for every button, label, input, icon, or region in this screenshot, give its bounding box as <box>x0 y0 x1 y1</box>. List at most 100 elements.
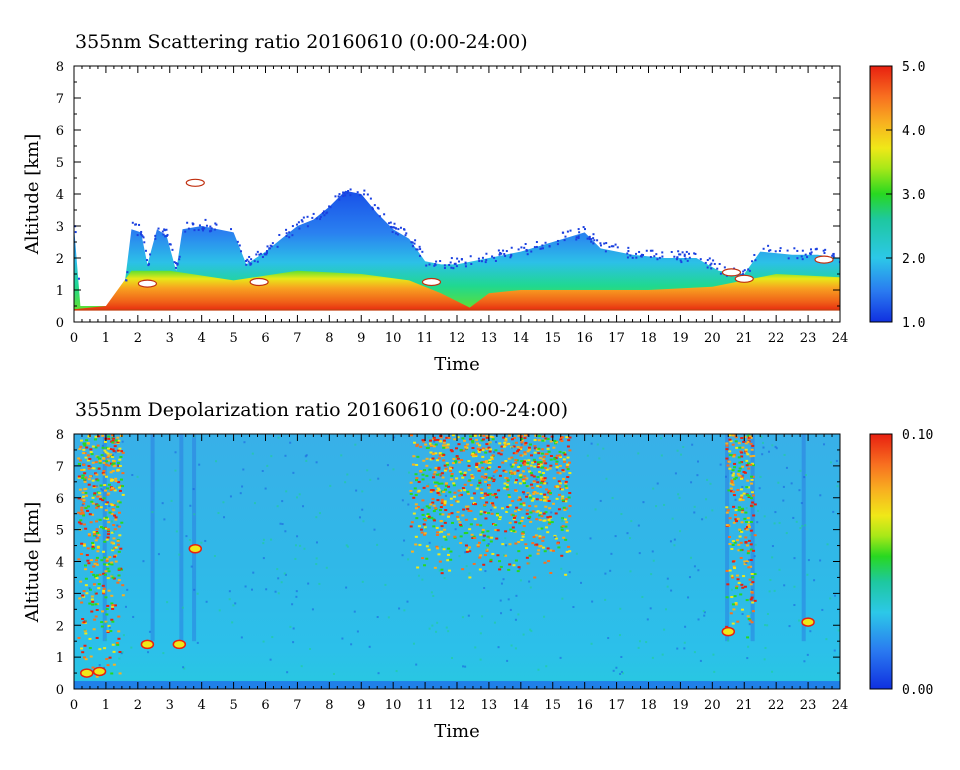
depol-speck <box>541 472 545 475</box>
noise-speck <box>650 573 653 576</box>
depol-speck <box>87 562 91 565</box>
noise-speck <box>676 647 679 650</box>
depol-speck <box>109 479 113 482</box>
depol-speck <box>728 569 732 572</box>
depol-speck <box>77 475 81 478</box>
depol-speck <box>417 489 421 492</box>
noise-speck <box>575 238 578 241</box>
depol-speck <box>537 447 541 450</box>
depol-speck <box>80 542 84 545</box>
depol-speck <box>83 488 87 491</box>
depol-speck <box>537 439 541 442</box>
depol-speck <box>82 590 86 593</box>
x-tick-label: 16 <box>576 331 593 346</box>
depol-speck <box>467 492 471 495</box>
noise-speck <box>825 638 828 641</box>
depol-speck <box>520 439 524 442</box>
depol-speck <box>106 604 110 607</box>
noise-speck <box>592 237 595 240</box>
depol-speck <box>738 446 742 449</box>
depol-speck <box>568 436 572 439</box>
depol-speck <box>512 518 516 521</box>
noise-speck <box>670 589 673 592</box>
noise-speck <box>741 612 744 615</box>
depol-speck <box>117 462 121 465</box>
depol-speck <box>98 459 102 462</box>
noise-speck <box>548 245 551 248</box>
depol-speck <box>568 550 572 553</box>
depol-speck <box>92 531 96 534</box>
depol-speck <box>732 455 736 458</box>
noise-speck <box>561 519 564 522</box>
depol-speck <box>84 494 88 497</box>
noise-speck <box>261 469 264 472</box>
x-tick-label: 14 <box>513 331 530 346</box>
depol-speck <box>95 528 99 531</box>
noise-speck <box>491 255 494 258</box>
depol-speck <box>117 574 121 577</box>
depol-speck <box>106 493 110 496</box>
depol-speck <box>554 512 558 515</box>
depol-speck <box>452 462 456 465</box>
depol-speck <box>474 453 478 456</box>
depol-speck <box>493 492 497 495</box>
depol-speck <box>504 470 508 473</box>
depol-speck <box>101 472 105 475</box>
noise-speck <box>114 451 117 454</box>
depol-speck <box>747 526 751 529</box>
depol-speck <box>486 461 490 464</box>
noise-speck <box>801 258 804 261</box>
depol-speck <box>504 439 508 442</box>
depol-speck <box>484 468 488 471</box>
noise-speck <box>588 235 591 238</box>
noise-speck <box>792 516 795 519</box>
noise-speck <box>676 256 679 259</box>
depol-speck <box>513 489 517 492</box>
noise-speck <box>271 242 274 245</box>
depol-speck <box>85 439 89 442</box>
noise-speck <box>193 513 196 516</box>
depol-speck <box>111 455 115 458</box>
depol-speck <box>449 478 453 481</box>
noise-speck <box>530 497 533 500</box>
depol-speck <box>436 547 440 550</box>
depol-speck <box>436 438 440 441</box>
depol-speck <box>725 625 729 628</box>
noise-speck <box>197 228 200 231</box>
depol-speck <box>82 544 86 547</box>
depol-speck <box>447 547 451 550</box>
depol-speck <box>562 506 566 509</box>
noise-speck <box>526 253 529 256</box>
x-tick-label: 12 <box>449 698 466 713</box>
depol-speck <box>422 518 426 521</box>
depol-speck <box>523 437 527 440</box>
noise-speck <box>196 592 199 595</box>
y-tick-label: 4 <box>56 556 64 571</box>
noise-speck <box>248 255 251 258</box>
noise-speck <box>767 450 770 453</box>
noise-speck <box>790 482 793 485</box>
x-tick-label: 16 <box>576 698 593 713</box>
noise-speck <box>577 235 580 238</box>
noise-speck <box>482 535 485 538</box>
noise-speck <box>250 258 253 261</box>
depol-speck <box>104 516 108 519</box>
noise-speck <box>744 440 747 443</box>
depol-speck <box>491 436 495 439</box>
depol-speck <box>105 559 109 562</box>
depol-speck <box>110 504 114 507</box>
depol-speck <box>440 525 444 528</box>
depol-speck <box>117 481 121 484</box>
depol-speck <box>96 504 100 507</box>
noise-speck <box>181 606 184 609</box>
noise-speck <box>117 464 120 467</box>
depol-speck <box>415 463 419 466</box>
depol-speck <box>744 541 748 544</box>
depol-speck <box>449 550 453 553</box>
y-tick-label: 2 <box>56 252 64 267</box>
noise-speck <box>277 436 280 439</box>
depol-speck <box>744 450 748 453</box>
depol-speck <box>504 460 508 463</box>
noise-speck <box>619 672 622 675</box>
depol-speck <box>511 526 515 529</box>
